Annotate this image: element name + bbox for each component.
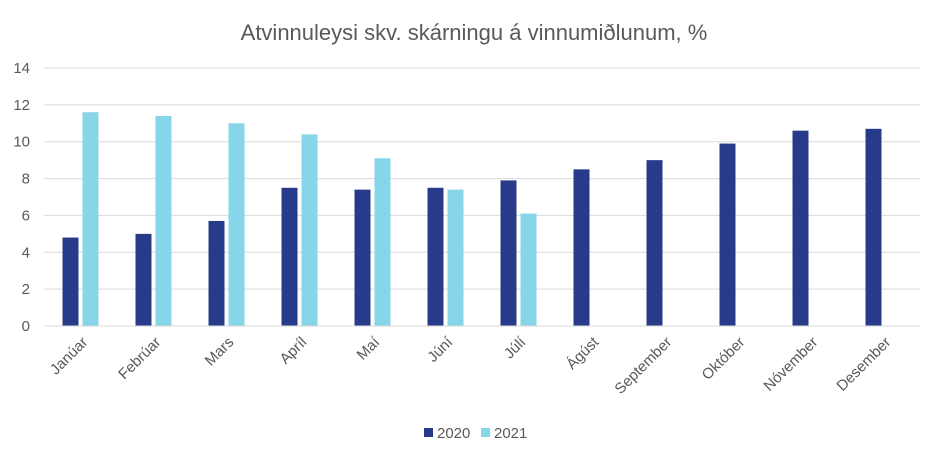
bar-2020-Ágúst [573, 169, 590, 326]
legend-swatch-2021 [481, 428, 490, 437]
bar-2020-Mars [208, 220, 225, 326]
x-tick-label: Ágúst [563, 333, 603, 373]
x-tick-label: Febrúar [115, 334, 164, 383]
bar-2020-Janúar [62, 237, 79, 326]
x-tick-label: Nóvember [760, 334, 821, 395]
y-axis-ticks: 0 2 4 6 8 10 12 14 [13, 60, 30, 335]
y-tick-label: 0 [22, 318, 30, 335]
x-tick-label: Mars [202, 334, 238, 370]
bar-2020-Júní [427, 187, 444, 326]
y-tick-label: 10 [13, 134, 30, 151]
legend: 2020 2021 [424, 425, 527, 442]
bar-2021-Júní [447, 189, 464, 326]
bar-2020-Desember [865, 128, 882, 326]
bar-2020-Júlí [500, 180, 517, 326]
x-tick-label: Október [699, 334, 749, 384]
gridlines [44, 67, 920, 290]
x-axis-ticks: Janúar Febrúar Mars Apríl Maí Júní Júlí Ágúst Se… [47, 333, 894, 397]
bar-2020-September [646, 160, 663, 326]
bar-2020-Febrúar [135, 233, 152, 326]
x-tick-label: Desember [833, 334, 894, 395]
bar-2021-Mars [228, 123, 245, 327]
bars [62, 112, 882, 327]
bar-2020-Maí [354, 189, 371, 326]
bar-2021-Janúar [82, 112, 99, 326]
bar-2021-Apríl [301, 134, 318, 326]
y-tick-label: 6 [22, 207, 30, 224]
bar-2020-Apríl [281, 187, 298, 326]
x-tick-label: Júní [424, 333, 457, 366]
x-tick-label: September [611, 334, 675, 398]
y-tick-label: 2 [22, 281, 30, 298]
x-tick-label: Maí [354, 333, 384, 363]
x-tick-label: Júlí [501, 333, 530, 362]
x-tick-label: Apríl [276, 334, 310, 368]
y-tick-label: 14 [13, 60, 30, 77]
bar-2020-Október [719, 143, 736, 326]
bar-2021-Júlí [520, 213, 537, 326]
legend-label: 2020 [437, 425, 470, 442]
y-tick-label: 12 [13, 97, 30, 114]
x-tick-label: Janúar [47, 334, 91, 378]
chart-title: Atvinnuleysi skv. skárningu á vinnumiðlu… [241, 20, 708, 45]
bar-2020-Nóvember [792, 130, 809, 326]
legend-swatch-2020 [424, 428, 433, 437]
y-tick-label: 8 [22, 171, 30, 188]
bar-2021-Febrúar [155, 115, 172, 327]
bar-2021-Maí [374, 158, 391, 326]
y-tick-label: 4 [22, 244, 30, 261]
legend-label: 2021 [494, 425, 527, 442]
